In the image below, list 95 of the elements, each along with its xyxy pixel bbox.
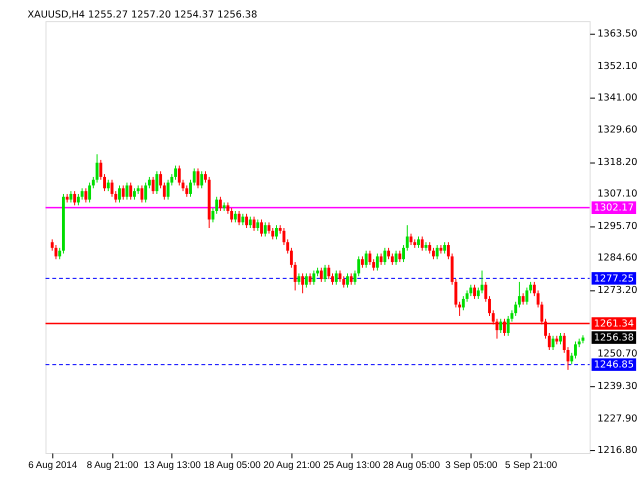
candlestick <box>383 247 386 266</box>
candlestick <box>73 190 76 206</box>
ref-line-label: 1277.25 <box>594 273 634 284</box>
candlestick <box>338 270 342 282</box>
candlestick <box>301 272 304 294</box>
candlestick <box>376 253 379 272</box>
candlestick <box>166 179 170 200</box>
candlestick <box>118 184 121 203</box>
y-tick-label: 1295.70 <box>597 220 638 232</box>
y-tick-label: 1307.10 <box>597 188 638 200</box>
x-tick-label: 20 Aug 21:00 <box>263 460 320 471</box>
candlestick <box>552 335 554 350</box>
candlestick <box>432 247 435 260</box>
candlestick <box>159 170 162 189</box>
y-tick-label: 1363.50 <box>597 28 638 40</box>
x-tick-label: 3 Sep 05:00 <box>445 460 498 471</box>
x-tick-label: 13 Aug 13:00 <box>144 460 201 471</box>
candlestick <box>58 247 62 260</box>
candlestick <box>245 213 248 228</box>
candlestick <box>234 210 237 223</box>
ref-line-label: 1246.85 <box>594 360 634 371</box>
ref-line-label: 1261.34 <box>594 318 634 330</box>
text: 1256.38 <box>594 332 634 344</box>
candlestick <box>132 188 136 200</box>
candlestick <box>390 253 394 266</box>
candlestick <box>436 244 439 260</box>
candlestick <box>417 236 420 248</box>
candlestick <box>69 190 72 203</box>
chart-title: XAUUSD,H4 1255.27 1257.20 1254.37 1256.38 <box>27 9 258 20</box>
candlestick <box>394 250 398 266</box>
candlestick <box>398 250 402 263</box>
candlestick <box>346 272 349 288</box>
candlestick <box>140 184 144 203</box>
candlestick <box>126 182 128 200</box>
x-tick-label: 25 Aug 13:00 <box>323 460 380 471</box>
candlestick <box>84 188 88 203</box>
candlestick <box>360 256 364 268</box>
candlestick <box>574 341 577 359</box>
candlestick <box>548 332 551 350</box>
candlestick <box>518 281 521 308</box>
candlestick <box>350 272 353 286</box>
candlestick <box>110 179 114 198</box>
candlestick <box>275 224 278 240</box>
candlestick <box>380 253 383 266</box>
candlestick <box>241 213 244 226</box>
candlestick <box>196 168 200 189</box>
candlestick <box>297 272 300 286</box>
candlestick <box>54 244 58 260</box>
y-tick-label: 1284.60 <box>597 252 638 264</box>
candlestick <box>364 250 368 268</box>
y-tick-label: 1250.70 <box>597 348 638 360</box>
y-tick-label: 1216.80 <box>597 444 638 456</box>
x-tick-label: 8 Aug 21:00 <box>86 460 138 471</box>
x-tick-label: 28 Aug 05:00 <box>382 460 440 471</box>
ref-line-label: 1302.17 <box>594 202 634 214</box>
candlestick <box>570 352 574 365</box>
candlestick <box>506 315 510 336</box>
candlestick <box>155 170 158 194</box>
y-tick-label: 1239.30 <box>597 380 638 392</box>
candlestick <box>238 210 241 226</box>
y-tick-label: 1273.20 <box>597 284 638 296</box>
candlestick <box>50 238 54 252</box>
candlestick <box>473 284 476 300</box>
y-tick-label: 1227.90 <box>597 413 638 424</box>
candlestick <box>522 292 525 306</box>
candlestick <box>410 233 412 246</box>
x-tick-label: 18 Aug 05:00 <box>204 460 261 471</box>
candlestick <box>402 244 405 263</box>
y-tick-label: 1341.00 <box>597 92 638 104</box>
candlestick <box>443 242 446 254</box>
candlestick <box>189 179 192 198</box>
candlestick <box>320 267 323 282</box>
candlestick <box>88 182 92 203</box>
candlestick <box>260 219 263 237</box>
candlestick <box>148 176 151 189</box>
x-tick-label: 6 Aug 2014 <box>28 460 78 471</box>
candlestick <box>469 284 472 297</box>
candlestick <box>162 182 166 200</box>
y-tick-label: 1318.20 <box>597 157 638 168</box>
candlestick <box>152 176 155 194</box>
y-tick-label: 1329.60 <box>597 124 638 136</box>
candlestick <box>387 247 390 260</box>
candlestick <box>252 216 256 232</box>
candlestick <box>218 196 222 212</box>
candlestick <box>324 264 327 282</box>
candlestick <box>559 332 562 345</box>
candlestick <box>304 272 308 288</box>
candlestick <box>106 179 110 192</box>
candlestick <box>566 346 570 370</box>
y-tick-label: 1352.10 <box>597 60 638 72</box>
candlestick <box>308 272 312 286</box>
x-tick-label: 5 Sep 21:00 <box>505 460 558 471</box>
candlestick <box>144 182 148 203</box>
candlestick <box>312 270 316 286</box>
candlestick <box>248 216 252 228</box>
